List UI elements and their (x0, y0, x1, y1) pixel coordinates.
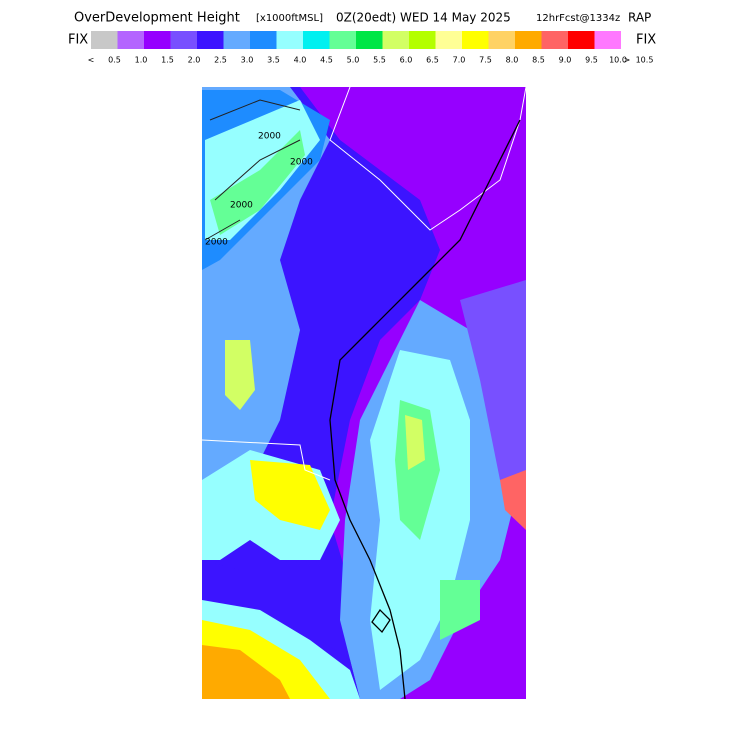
color-swatch (276, 31, 303, 49)
colorbar-label: 2.0 (188, 56, 201, 65)
state-border (202, 439, 331, 481)
color-swatch (356, 31, 383, 49)
colorbar-label: 1.5 (161, 56, 174, 65)
colorbar-label: 9.5 (585, 56, 598, 65)
color-swatch (568, 31, 595, 49)
color-swatch (462, 31, 489, 49)
colorbar-label: 2.5 (214, 56, 227, 65)
color-swatch (223, 31, 250, 49)
colorbar-label: 3.0 (241, 56, 254, 65)
colorbar-label: 6.5 (426, 56, 439, 65)
color-swatch (488, 31, 515, 49)
valid-time: 0Z(20edt) WED 14 May 2025 (336, 11, 511, 25)
colorbar-label: < (88, 56, 95, 65)
colorbar-label: 4.0 (294, 56, 307, 65)
color-swatch (329, 31, 356, 49)
forecast: 12hrFcst@1334z (536, 13, 620, 24)
color-swatch (170, 31, 197, 49)
color-swatch (541, 31, 568, 49)
colorbar-label: 1.0 (135, 56, 148, 65)
region (500, 470, 526, 530)
color-swatch (197, 31, 224, 49)
contour-label: 2000 (230, 201, 253, 211)
contour-label: 2000 (205, 238, 228, 248)
region (225, 340, 255, 410)
colorbar-label: 10.0 (609, 56, 627, 65)
colorbar-label: 5.0 (347, 56, 360, 65)
region (405, 415, 425, 470)
contour-label: 2000 (290, 158, 313, 168)
units: [x1000ftMSL] (256, 13, 323, 24)
color-swatch (435, 31, 462, 49)
colorbar: <0.5 1.0 1.5 2.0 2.5 3.0 3.5 4.0 4.5 5.0 5.5 6.0 6.5… (88, 31, 654, 65)
colorbar-label: 6.0 (400, 56, 413, 65)
region (210, 130, 305, 235)
region (460, 280, 526, 520)
color-swatch (250, 31, 277, 49)
region (250, 460, 330, 530)
colorbar-label: 0.5 (108, 56, 121, 65)
region (202, 645, 290, 699)
region (440, 580, 480, 640)
color-swatch (91, 31, 118, 49)
colorbar-label: 8.0 (506, 56, 519, 65)
color-swatch (515, 31, 542, 49)
fix-right: FIX (636, 33, 656, 48)
title: OverDevelopment Height (74, 11, 240, 26)
colorbar-label: 10.5 (636, 56, 654, 65)
colorbar-label: 7.0 (453, 56, 466, 65)
colorbar-label: 5.5 (373, 56, 386, 65)
colorbar-label: 4.5 (320, 56, 333, 65)
colorbar-label: 9.0 (559, 56, 572, 65)
color-swatch (594, 31, 621, 49)
contour (204, 99, 301, 241)
color-swatch (117, 31, 144, 49)
colorbar-label: 3.5 (267, 56, 280, 65)
color-swatch (144, 31, 171, 49)
contour-label: 2000 (258, 132, 281, 142)
color-swatch (382, 31, 409, 49)
map: 2000 2000 2000 2000 (202, 87, 526, 699)
fix-left: FIX (68, 33, 88, 48)
lake (371, 608, 391, 634)
colorbar-label: 8.5 (532, 56, 545, 65)
colorbar-label: > (624, 56, 631, 65)
state-border (329, 87, 526, 231)
colorbar-label: 7.5 (479, 56, 492, 65)
model: RAP (628, 11, 651, 25)
color-swatch (303, 31, 330, 49)
color-swatch (409, 31, 436, 49)
coastline (329, 119, 521, 699)
